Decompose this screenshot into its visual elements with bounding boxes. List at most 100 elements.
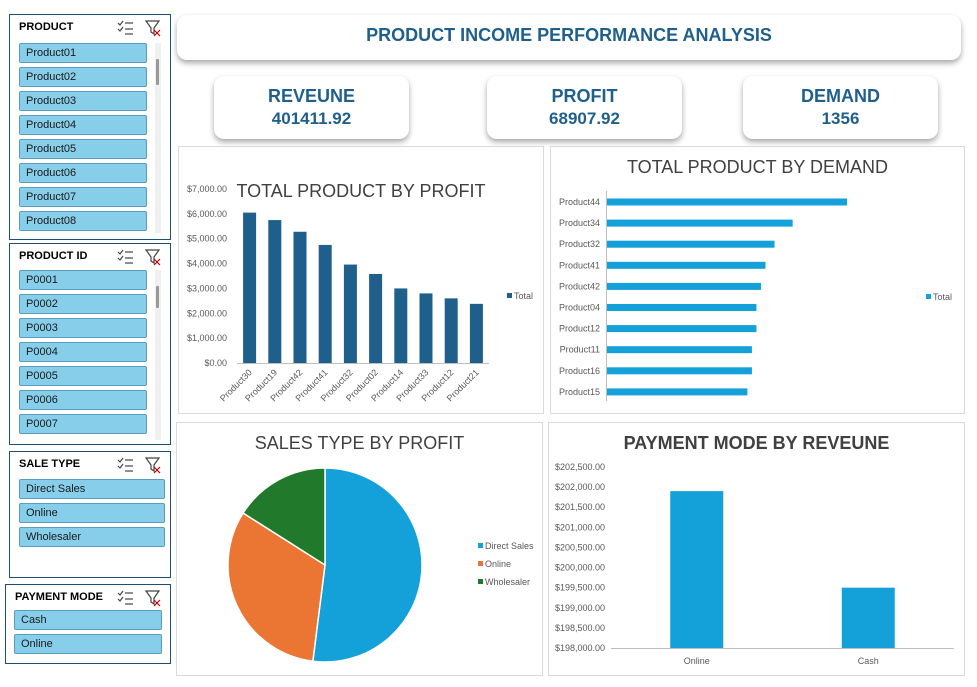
- slicer-icons: [116, 456, 162, 474]
- product-slicer-title: PRODUCT: [19, 21, 74, 33]
- bar: [607, 367, 752, 375]
- slicer-item[interactable]: P0003: [19, 318, 147, 338]
- bar: [607, 261, 766, 269]
- x-tick-label: Online: [684, 656, 710, 666]
- y-tick-label: Product04: [559, 303, 600, 313]
- sale-type-slicer-header: SALE TYPE: [16, 456, 164, 474]
- y-tick-label: $201,500.00: [555, 502, 605, 512]
- slicer-item[interactable]: Direct Sales: [19, 479, 165, 499]
- multiselect-icon[interactable]: [116, 589, 162, 607]
- y-tick-label: $200,000.00: [555, 563, 605, 573]
- sales-type-chart-title: SALES TYPE BY PROFIT: [254, 433, 465, 453]
- product-id-slicer-header: PRODUCT ID: [16, 248, 164, 266]
- sales-type-pie-chart: Direct Sales Online Wholesaler: [227, 467, 534, 663]
- pie-slice: [312, 467, 423, 663]
- slicer-icons: [116, 589, 162, 607]
- y-tick-label: Product41: [559, 260, 600, 270]
- y-tick-label: Product15: [559, 387, 600, 397]
- y-tick-label: $0.00: [204, 358, 227, 368]
- slicer-item[interactable]: Online: [19, 503, 165, 523]
- scrollbar[interactable]: [155, 270, 161, 440]
- multiselect-icon[interactable]: [116, 456, 162, 474]
- demand-chart-panel[interactable]: TOTAL PRODUCT BY DEMAND Product44 Product…: [550, 146, 965, 414]
- kpi-profit-card: PROFIT 68907.92: [487, 76, 682, 139]
- kpi-demand-value: 1356: [821, 109, 860, 128]
- slicer-item[interactable]: P0004: [19, 342, 147, 362]
- bar: [841, 587, 895, 648]
- demand-chart-title: TOTAL PRODUCT BY DEMAND: [626, 157, 889, 177]
- y-tick-label: Product42: [559, 281, 600, 291]
- y-tick-label: Product12: [559, 324, 600, 334]
- legend-label: Wholesaler: [485, 577, 530, 587]
- bar: [419, 293, 433, 363]
- scroll-thumb[interactable]: [156, 286, 159, 308]
- slicer-item[interactable]: Product08: [19, 211, 147, 231]
- product-id-slicer: PRODUCT ID P0001 P0002 P0003 P0004 P0005 P000…: [9, 243, 171, 445]
- sales-type-chart-panel[interactable]: SALES TYPE BY PROFIT Direct Sales Online W…: [176, 422, 543, 676]
- bar: [607, 304, 757, 311]
- y-tick-label: $4,000.00: [187, 259, 227, 269]
- y-tick-label: Product11: [560, 345, 600, 355]
- y-tick-label: $198,500.00: [555, 623, 605, 633]
- kpi-demand-card: DEMAND 1356: [743, 76, 938, 139]
- y-tick-label: $199,500.00: [555, 583, 605, 593]
- pie-slice: [242, 467, 326, 567]
- slicer-item[interactable]: Product04: [19, 115, 147, 135]
- payment-bar-chart: $198,000.00 $198,500.00 $199,000.00 $199,50…: [555, 462, 954, 666]
- sale-type-slicer-title: SALE TYPE: [19, 458, 81, 470]
- y-tick-label: $202,500.00: [555, 462, 605, 472]
- multiselect-icon[interactable]: [116, 248, 162, 266]
- bar: [293, 231, 307, 363]
- kpi-demand-label: DEMAND: [801, 86, 880, 106]
- y-tick-label: $201,000.00: [555, 522, 605, 532]
- bar: [607, 346, 752, 354]
- y-tick-label: $198,000.00: [555, 643, 605, 653]
- slicer-item[interactable]: P0006: [19, 390, 147, 410]
- y-tick-label: $6,000.00: [187, 209, 227, 219]
- slicer-item[interactable]: P0001: [19, 270, 147, 290]
- scroll-thumb[interactable]: [156, 59, 159, 85]
- multiselect-icon[interactable]: [116, 19, 162, 37]
- payment-mode-slicer: PAYMENT MODE Cash Online: [5, 584, 171, 664]
- slicer-item[interactable]: Cash: [14, 610, 162, 630]
- profit-bar-chart: $0.00 $1,000.00 $2,000.00 $3,000.00 $4,000.0…: [187, 184, 533, 403]
- bar: [607, 325, 757, 333]
- bar: [469, 303, 483, 363]
- bar: [394, 288, 408, 363]
- profit-chart-panel[interactable]: TOTAL PRODUCT BY PROFIT $0.00 $1,000.00 $2…: [178, 146, 544, 414]
- bar: [607, 388, 748, 396]
- bar: [444, 298, 458, 363]
- y-tick-label: Product32: [559, 239, 600, 249]
- product-slicer-header: PRODUCT: [16, 19, 164, 37]
- slicer-item[interactable]: Product06: [19, 163, 147, 183]
- slicer-item[interactable]: P0007: [19, 414, 147, 434]
- bar: [607, 240, 775, 248]
- slicer-item[interactable]: Product05: [19, 139, 147, 159]
- payment-chart-panel[interactable]: PAYMENT MODE BY REVEUNE $198,000.00 $198,…: [548, 422, 965, 676]
- kpi-revenue-label: REVEUNE: [267, 86, 356, 106]
- bar: [318, 244, 332, 363]
- y-tick-label: $3,000.00: [187, 283, 227, 293]
- slicer-item[interactable]: Product07: [19, 187, 147, 207]
- kpi-profit-label: PROFIT: [551, 86, 618, 106]
- legend-swatch: [507, 293, 512, 298]
- slicer-item[interactable]: P0005: [19, 366, 147, 386]
- slicer-item[interactable]: Product03: [19, 91, 147, 111]
- dashboard-title: PRODUCT INCOME PERFORMANCE ANALYSIS: [177, 15, 961, 60]
- sale-type-slicer: SALE TYPE Direct Sales Online Wholesaler: [9, 451, 171, 578]
- slicer-item[interactable]: Online: [14, 634, 162, 654]
- scrollbar[interactable]: [155, 43, 161, 233]
- y-tick-label: $7,000.00: [187, 184, 227, 194]
- slicer-item[interactable]: Wholesaler: [19, 527, 165, 547]
- demand-bar-chart: Product44 Product34 Product32 Product41 Prod…: [559, 191, 952, 401]
- slicer-item[interactable]: P0002: [19, 294, 147, 314]
- y-tick-label: Product16: [559, 366, 600, 376]
- slicer-item[interactable]: Product01: [19, 43, 147, 63]
- y-tick-label: Product44: [559, 197, 600, 207]
- product-id-slicer-list: P0001 P0002 P0003 P0004 P0005 P0006 P0007: [19, 270, 162, 440]
- y-tick-label: $200,500.00: [555, 542, 605, 552]
- y-tick-label: $199,000.00: [555, 603, 605, 613]
- y-tick-label: $5,000.00: [187, 234, 227, 244]
- bar: [268, 220, 282, 363]
- slicer-item[interactable]: Product02: [19, 67, 147, 87]
